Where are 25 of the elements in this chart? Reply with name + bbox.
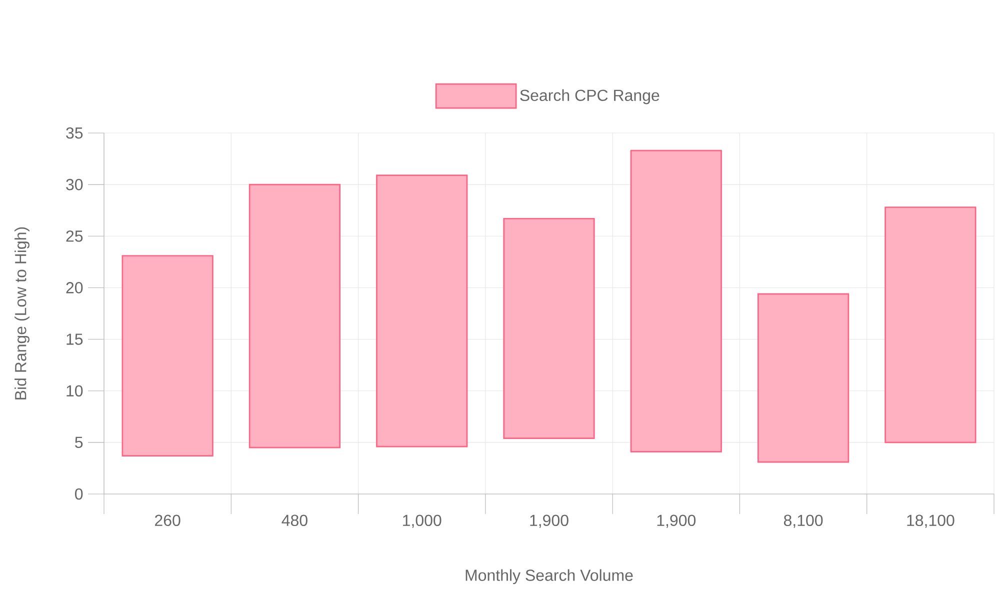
y-tick-label: 0 <box>75 488 83 500</box>
x-tick-label: 1,900 <box>657 514 696 528</box>
bar <box>376 174 468 448</box>
bar <box>122 255 214 457</box>
bar <box>503 218 595 439</box>
y-axis-title: Bid Range (Low to High) <box>14 227 30 400</box>
x-tick-label: 1,000 <box>403 514 442 528</box>
x-tick-label: 8,100 <box>784 514 823 528</box>
y-tick-label: 30 <box>66 178 83 190</box>
legend-label: Search CPC Range <box>520 89 660 104</box>
bar <box>630 150 722 452</box>
bar <box>757 293 850 463</box>
y-tick-label: 35 <box>66 127 83 139</box>
y-tick-label: 15 <box>66 334 83 345</box>
bar <box>884 206 976 444</box>
x-tick-label: 1,900 <box>530 514 568 528</box>
x-tick-label: 480 <box>282 514 308 526</box>
x-axis-title: Monthly Search Volume <box>466 569 633 584</box>
bar <box>248 184 341 448</box>
y-tick-label: 25 <box>66 230 83 242</box>
x-tick-label: 260 <box>155 514 180 526</box>
y-tick-label: 5 <box>75 436 83 448</box>
y-tick-label: 10 <box>66 385 83 397</box>
y-tick-label: 20 <box>66 282 83 294</box>
x-tick-label: 18,100 <box>907 514 954 528</box>
